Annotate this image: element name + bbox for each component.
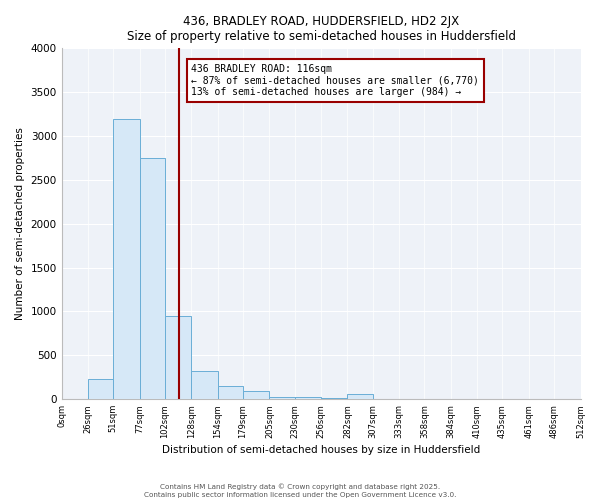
Bar: [269, 396, 295, 399]
Text: 436 BRADLEY ROAD: 116sqm
← 87% of semi-detached houses are smaller (6,770)
13% o: 436 BRADLEY ROAD: 116sqm ← 87% of semi-d…: [191, 64, 479, 98]
Bar: [165, 316, 191, 399]
X-axis label: Distribution of semi-detached houses by size in Huddersfield: Distribution of semi-detached houses by …: [162, 445, 480, 455]
Bar: [88, 379, 113, 399]
Bar: [295, 398, 321, 399]
Bar: [140, 158, 165, 399]
Bar: [113, 118, 140, 399]
Title: 436, BRADLEY ROAD, HUDDERSFIELD, HD2 2JX
Size of property relative to semi-detac: 436, BRADLEY ROAD, HUDDERSFIELD, HD2 2JX…: [127, 15, 515, 43]
Bar: [218, 386, 243, 399]
Bar: [321, 398, 347, 399]
Bar: [243, 391, 269, 399]
Bar: [191, 371, 218, 399]
Text: Contains HM Land Registry data © Crown copyright and database right 2025.
Contai: Contains HM Land Registry data © Crown c…: [144, 484, 456, 498]
Bar: [347, 394, 373, 399]
Y-axis label: Number of semi-detached properties: Number of semi-detached properties: [15, 128, 25, 320]
